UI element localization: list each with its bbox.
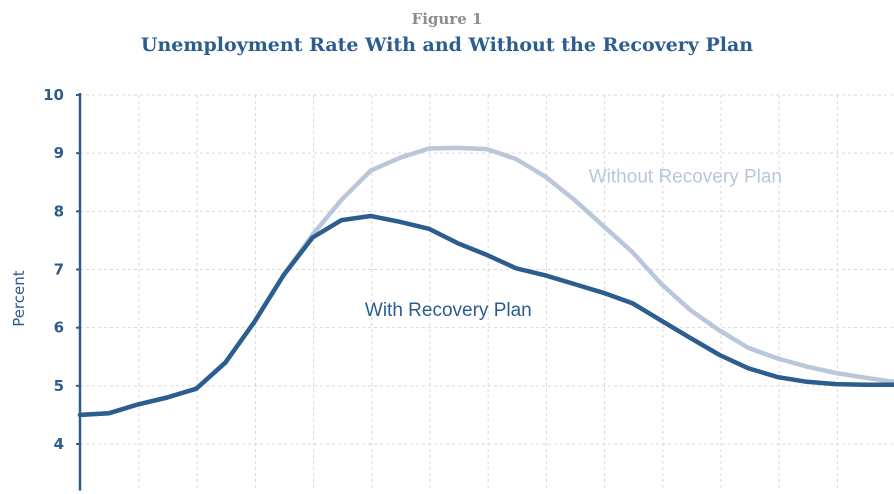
y-tick-label-6: 6	[54, 319, 64, 337]
y-tick-label-5: 5	[54, 377, 64, 395]
y-tick-label-9: 9	[54, 144, 64, 162]
series-line-with-recovery-plan	[77, 213, 894, 418]
y-axis-label: Percent	[10, 270, 28, 327]
series-label-with-recovery-plan: With Recovery Plan	[365, 300, 532, 321]
y-tick-label-10: 10	[43, 86, 64, 104]
axes	[76, 93, 82, 491]
y-tick-label-7: 7	[54, 261, 64, 279]
grid-lines	[80, 94, 894, 491]
labels: 4 5 6 7 8 9 10 Percent Without Recovery Plan With…	[10, 86, 782, 453]
series-label-without-recovery-plan: Without Recovery Plan	[589, 166, 782, 187]
series-lines	[77, 145, 894, 418]
chart-title: Unemployment Rate With and Without the R…	[140, 34, 754, 56]
y-tick-label-8: 8	[54, 202, 64, 220]
figure-label: Figure 1	[411, 10, 483, 28]
y-tick-label-4: 4	[54, 435, 64, 453]
